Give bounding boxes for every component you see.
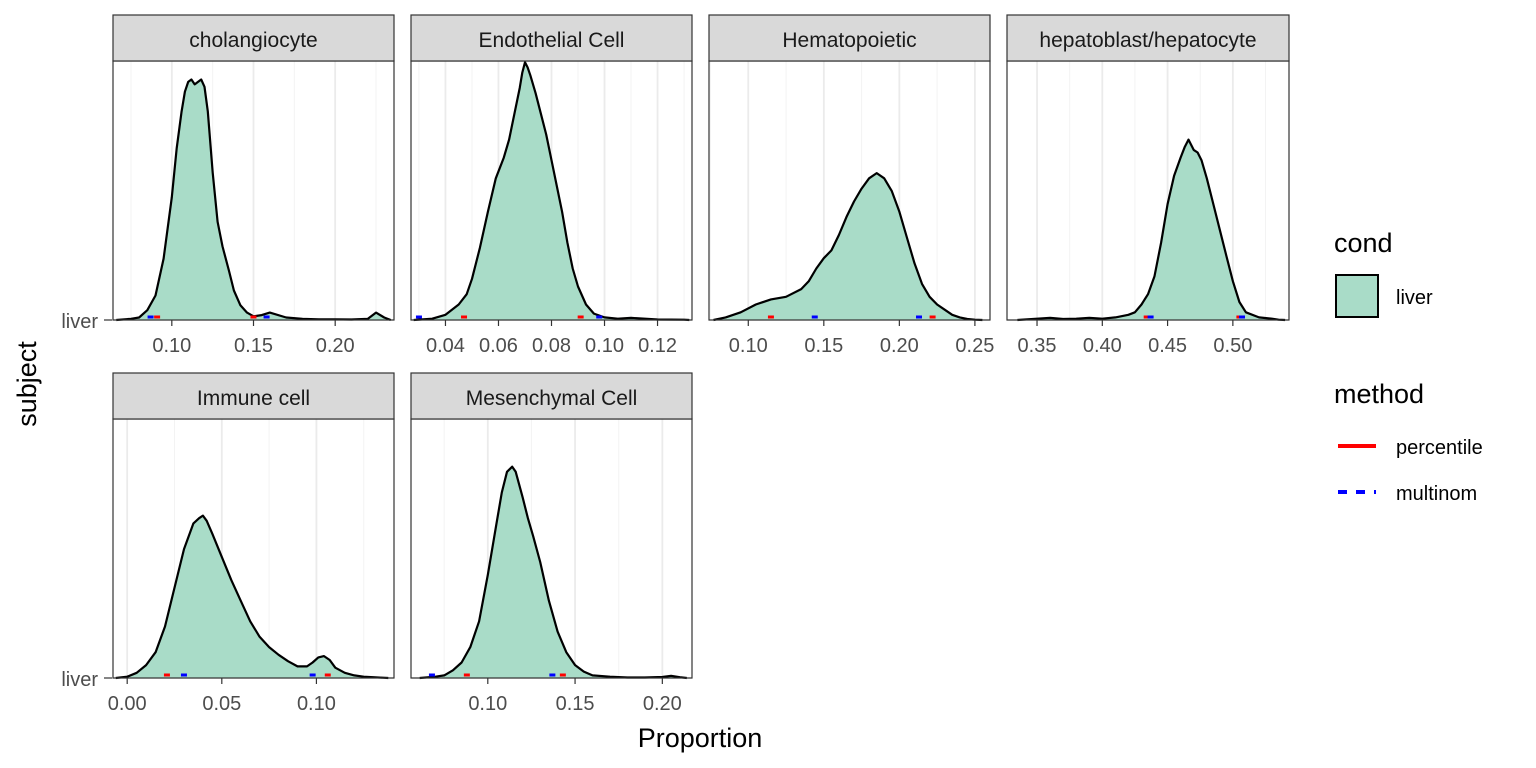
- y-tick-label-row2: liver: [61, 669, 98, 691]
- x-tick-label: 0.10: [297, 693, 336, 715]
- density-line-liver: [713, 172, 983, 322]
- x-tick-label: 0.10: [729, 335, 768, 357]
- facet-panel-1: cholangiocyte 0.10 0.15 0.20: [112, 14, 395, 357]
- y-tick-label-row1: liver: [61, 311, 98, 333]
- facet-strip-label: cholangiocyte: [189, 29, 317, 52]
- x-tick-label: 0.10: [468, 693, 507, 715]
- x-tick-label: 0.12: [638, 335, 677, 357]
- density-line-liver: [116, 78, 392, 322]
- facet-strip-label: Endothelial Cell: [479, 29, 625, 52]
- facet-strip: [410, 372, 693, 420]
- facet-strip-label: hepatoblast/hepatocyte: [1039, 29, 1256, 52]
- x-tick-label: 0.10: [585, 335, 624, 357]
- legend-percentile-label: percentile: [1396, 437, 1483, 459]
- x-tick-label: 0.10: [152, 335, 191, 357]
- density-line-liver: [1017, 138, 1286, 322]
- x-tick-label: 0.08: [532, 335, 571, 357]
- facet-panel-6: Mesenchymal Cell 0.10 0.15 0.20: [410, 372, 693, 715]
- x-tick-label: 0.20: [880, 335, 919, 357]
- density-area-liver: [116, 79, 391, 320]
- facet-strip: [112, 372, 395, 420]
- facet-strip-label: Hematopoietic: [782, 29, 916, 52]
- x-axis-title: Proportion: [638, 723, 763, 753]
- panel-background: [1007, 61, 1289, 320]
- facet-strip: [112, 14, 395, 62]
- legend-liver-swatch: [1335, 274, 1379, 318]
- x-tick-label: 0.06: [479, 335, 518, 357]
- facet-panel-5: Immune cell 0.00 0.05 0.10: [108, 372, 395, 715]
- x-tick-label: 0.00: [108, 693, 147, 715]
- density-area-liver: [413, 62, 690, 321]
- facet-panel-2: Endothelial Cell 0.04 0.06 0.08 0.10 0.12: [410, 14, 693, 357]
- facet-panels: cholangiocyte 0.10 0.15 0.20 Endothelial Cel…: [108, 14, 1290, 715]
- x-tick-label: 0.20: [316, 335, 355, 357]
- x-tick-label: 0.04: [426, 335, 465, 357]
- facet-panel-4: hepatoblast/hepatocyte 0.35 0.40 0.45 0.50: [1006, 14, 1290, 357]
- facet-strip: [1006, 14, 1290, 62]
- x-tick-label: 0.35: [1018, 335, 1057, 357]
- x-tick-label: 0.40: [1083, 335, 1122, 357]
- density-line-liver: [115, 514, 389, 680]
- legend-method-title: method: [1334, 379, 1424, 409]
- legend: cond liver method percentile multinom: [1334, 228, 1483, 505]
- facet-strip-label: Immune cell: [197, 387, 310, 410]
- x-tick-label: 0.25: [955, 335, 994, 357]
- x-tick-label: 0.05: [202, 693, 241, 715]
- legend-multinom-label: multinom: [1396, 483, 1477, 505]
- x-tick-label: 0.20: [643, 693, 682, 715]
- x-tick-label: 0.45: [1148, 335, 1187, 357]
- x-tick-label: 0.15: [556, 693, 595, 715]
- legend-liver-label: liver: [1396, 287, 1433, 309]
- density-area-liver: [1017, 139, 1286, 320]
- x-tick-label: 0.50: [1213, 335, 1252, 357]
- legend-cond-title: cond: [1334, 228, 1393, 258]
- x-tick-label: 0.15: [804, 335, 843, 357]
- facet-strip: [410, 14, 693, 62]
- y-axis-title: subject: [12, 341, 42, 427]
- facet-strip: [708, 14, 991, 62]
- density-area-liver: [419, 466, 687, 678]
- density-area-liver: [115, 515, 389, 678]
- density-area-liver: [713, 173, 983, 320]
- facet-panel-3: Hematopoietic 0.10 0.15 0.20 0.25: [708, 14, 994, 357]
- x-tick-label: 0.15: [234, 335, 273, 357]
- facet-strip-label: Mesenchymal Cell: [466, 387, 638, 410]
